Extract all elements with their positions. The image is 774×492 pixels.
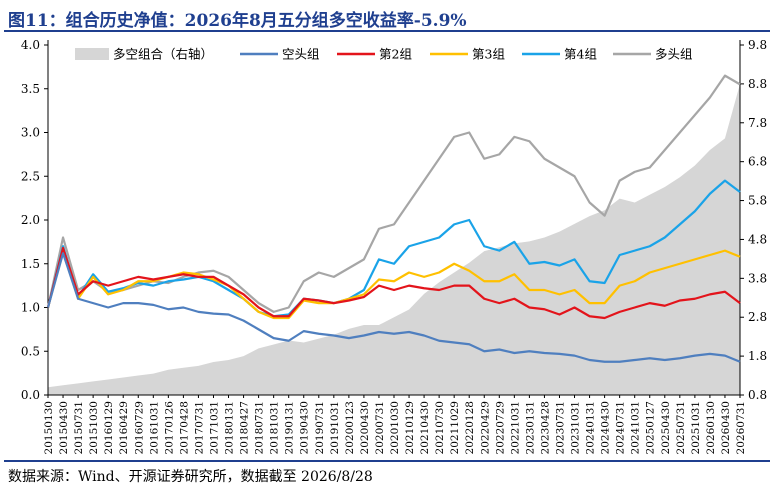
x-tick-label: 20150731 (73, 401, 85, 454)
legend: 多空组合（右轴） 空头组 第2组 第3组 第4组 多头组 (75, 47, 693, 62)
x-tick-label: 20231031 (570, 401, 582, 454)
x-tick-label: 20230131 (524, 401, 536, 454)
source-note: 数据来源：Wind、开源证券研究所，数据截至 2026/8/28 (8, 469, 373, 485)
x-tick-label: 20240731 (615, 401, 627, 454)
legend-label: 多空组合（右轴） (113, 47, 213, 62)
x-tick-label: 20200123 (344, 401, 356, 454)
x-tick-label: 20160429 (118, 401, 130, 454)
legend-label: 空头组 (282, 47, 320, 62)
x-tick-label: 20161031 (148, 401, 160, 454)
series-line-short (46, 252, 741, 363)
x-tick-label: 20250127 (645, 401, 657, 454)
x-tick-label: 20151030 (88, 401, 100, 454)
x-tick-label: 20220128 (464, 401, 476, 454)
x-tick-label: 20220729 (494, 401, 506, 454)
x-tick-label: 20171031 (208, 401, 220, 454)
y-left-tick-label: 1.0 (21, 301, 40, 315)
footer-rule (4, 460, 770, 462)
legend-item: 第4组 (522, 47, 597, 62)
x-tick-label: 20240430 (600, 401, 612, 454)
y-left-tick-label: 0.0 (21, 388, 40, 402)
x-tick-label: 20181031 (269, 401, 281, 454)
y-right-tick-label: 0.8 (748, 388, 767, 402)
legend-label: 第4组 (564, 47, 597, 62)
x-tick-label: 20170126 (163, 401, 175, 455)
y-left-tick-label: 0.5 (21, 344, 40, 358)
x-tick-label: 20200731 (374, 401, 386, 454)
y-right-tick-label: 7.8 (748, 116, 767, 130)
x-tick-label: 20190131 (284, 401, 296, 454)
legend-item: 第3组 (430, 47, 505, 62)
legend-swatch (75, 48, 109, 60)
x-tick-label: 20230731 (554, 401, 566, 454)
x-tick-label: 20260130 (705, 401, 717, 454)
y-right-tick-label: 9.8 (748, 38, 767, 52)
legend-label: 多头组 (655, 47, 693, 62)
x-tick-label: 20260731 (735, 401, 747, 454)
y-right-tick-label: 2.8 (748, 310, 767, 324)
y-left-tick-label: 4.0 (21, 38, 40, 52)
x-tick-label: 20160129 (103, 401, 115, 454)
legend-item: 空头组 (240, 47, 320, 62)
x-tick-label: 20191031 (329, 401, 341, 454)
y-right-tick-label: 3.8 (748, 271, 767, 285)
x-tick-label: 20180731 (254, 401, 266, 454)
x-tick-label: 20160729 (133, 401, 145, 454)
x-tick-label: 20150130 (43, 401, 55, 454)
x-tick-label: 20210730 (434, 401, 446, 454)
title-rule (4, 30, 770, 32)
x-tick-label: 20170731 (193, 401, 205, 454)
legend-label: 第3组 (472, 47, 505, 62)
y-right-tick-label: 5.8 (748, 194, 767, 208)
x-tick-label: 20200430 (359, 401, 371, 454)
x-tick-label: 20180131 (224, 401, 236, 454)
x-tick-label: 20180427 (239, 401, 251, 454)
x-tick-label: 20201030 (389, 401, 401, 454)
y-right-tick-label: 1.8 (748, 349, 767, 363)
x-tick-label: 20240131 (585, 401, 597, 454)
x-tick-label: 20190731 (314, 401, 326, 454)
axes-layer: 0.0 0.5 1.0 1.5 2.0 2.5 3.0 3.5 4.0 0.8 1.8 2.8 3.8 4… (21, 38, 767, 454)
y-left-tick-label: 2.5 (21, 169, 40, 183)
x-tick-label: 20250731 (675, 401, 687, 454)
x-tick-label: 20260430 (720, 401, 732, 454)
x-tick-label: 20190430 (299, 401, 311, 454)
x-tick-label: 20211029 (449, 401, 461, 454)
legend-item: 多头组 (613, 47, 693, 62)
legend-item: 第2组 (337, 47, 412, 62)
legend-item: 多空组合（右轴） (75, 47, 213, 62)
y-right-tick-label: 6.8 (748, 155, 767, 169)
y-left-tick-label: 1.5 (21, 257, 40, 271)
y-right-tick-label: 4.8 (748, 232, 767, 246)
x-tick-label: 20230428 (539, 401, 551, 454)
x-tick-label: 20251031 (690, 401, 702, 454)
series-area-long-short (48, 83, 740, 395)
series-line-g4 (46, 179, 741, 318)
x-tick-label: 20241031 (630, 401, 642, 454)
y-left-tick-label: 2.0 (21, 213, 40, 227)
x-tick-label: 20150430 (58, 401, 70, 454)
legend-label: 第2组 (379, 47, 412, 62)
lines-layer (46, 74, 741, 363)
x-tick-label: 20210430 (419, 401, 431, 454)
series-line-g2 (46, 246, 741, 320)
y-left-tick-label: 3.0 (21, 126, 40, 140)
y-left-tick-label: 3.5 (21, 82, 40, 96)
x-tick-label: 20170428 (178, 401, 190, 454)
area-layer (48, 83, 740, 395)
x-tick-label: 20221031 (509, 401, 521, 454)
x-tick-label: 20210129 (404, 401, 416, 454)
y-right-tick-label: 8.8 (748, 77, 767, 91)
x-tick-label: 20250430 (660, 401, 672, 454)
chart-title: 图11：组合历史净值：2026年8月五分组多空收益率-5.9% (8, 11, 467, 31)
x-tick-label: 20220429 (479, 401, 491, 454)
